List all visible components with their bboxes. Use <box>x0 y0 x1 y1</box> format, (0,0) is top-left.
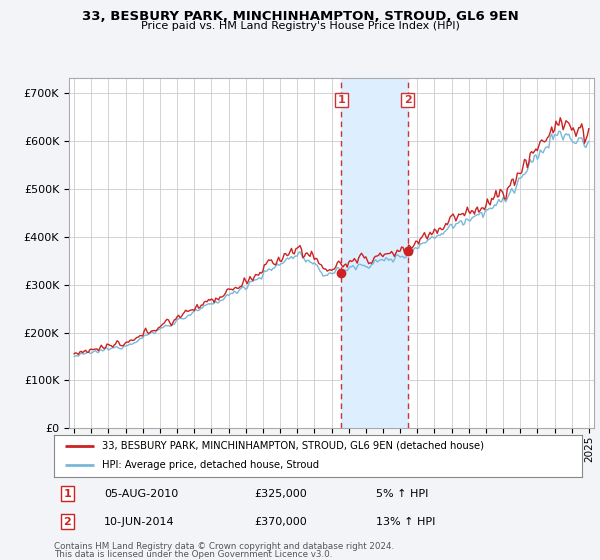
Text: HPI: Average price, detached house, Stroud: HPI: Average price, detached house, Stro… <box>101 460 319 470</box>
Text: 2: 2 <box>404 95 412 105</box>
Text: 33, BESBURY PARK, MINCHINHAMPTON, STROUD, GL6 9EN (detached house): 33, BESBURY PARK, MINCHINHAMPTON, STROUD… <box>101 441 484 451</box>
Text: £325,000: £325,000 <box>254 489 307 499</box>
Text: 1: 1 <box>338 95 346 105</box>
Text: £370,000: £370,000 <box>254 517 307 527</box>
Text: This data is licensed under the Open Government Licence v3.0.: This data is licensed under the Open Gov… <box>54 550 332 559</box>
Text: Price paid vs. HM Land Registry's House Price Index (HPI): Price paid vs. HM Land Registry's House … <box>140 21 460 31</box>
Text: 5% ↑ HPI: 5% ↑ HPI <box>376 489 428 499</box>
Text: 10-JUN-2014: 10-JUN-2014 <box>104 517 175 527</box>
Text: 13% ↑ HPI: 13% ↑ HPI <box>376 517 436 527</box>
Bar <box>341 78 407 428</box>
Text: 33, BESBURY PARK, MINCHINHAMPTON, STROUD, GL6 9EN: 33, BESBURY PARK, MINCHINHAMPTON, STROUD… <box>82 10 518 23</box>
Text: 05-AUG-2010: 05-AUG-2010 <box>104 489 178 499</box>
Text: 1: 1 <box>64 489 71 499</box>
Text: Contains HM Land Registry data © Crown copyright and database right 2024.: Contains HM Land Registry data © Crown c… <box>54 542 394 550</box>
Text: 2: 2 <box>64 517 71 527</box>
